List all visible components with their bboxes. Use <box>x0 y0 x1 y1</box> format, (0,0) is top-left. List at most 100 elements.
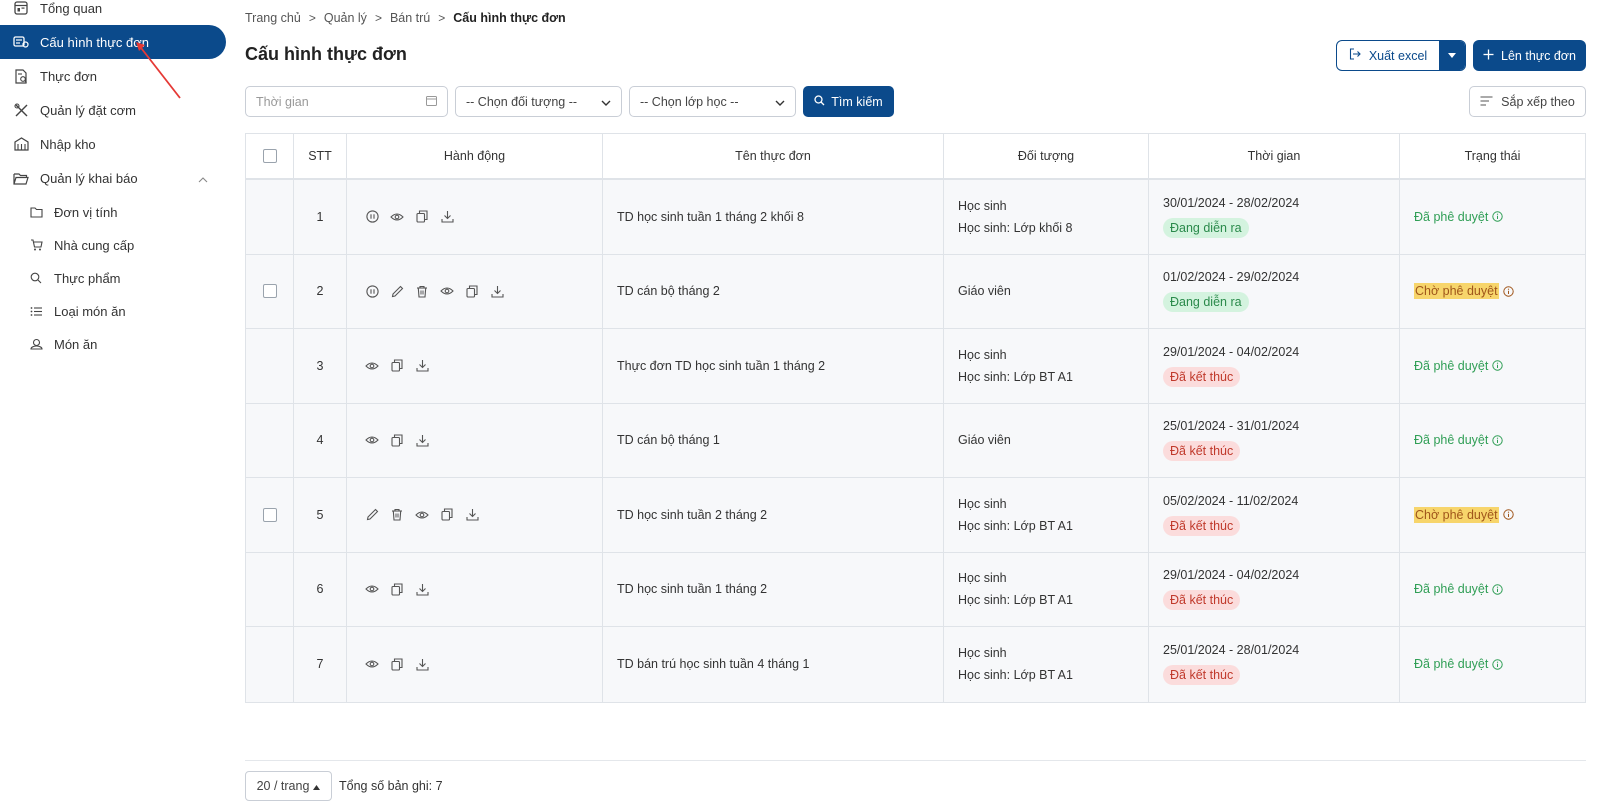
eye-icon[interactable] <box>440 284 454 298</box>
info-icon[interactable] <box>1492 360 1504 371</box>
row-object: Học sinh Học sinh: Lớp BT A1 <box>944 329 1149 403</box>
export-dropdown-toggle[interactable] <box>1439 41 1465 70</box>
sidebar-item-warehouse[interactable]: Nhập kho <box>0 127 226 161</box>
row-object-line: Học sinh: Lớp BT A1 <box>958 668 1073 683</box>
time-range-input[interactable]: Thời gian <box>245 86 448 117</box>
annotation-arrow-icon <box>136 42 181 99</box>
sidebar-item-meal-booking[interactable]: Quản lý đặt cơm <box>0 93 226 127</box>
select-all-checkbox[interactable] <box>262 149 277 163</box>
approval-status: Đã phê duyệt <box>1414 359 1504 373</box>
sidebar-item-foods[interactable]: Thực phẩm <box>0 261 226 295</box>
breadcrumb-home[interactable]: Trang chủ <box>245 11 301 25</box>
plus-icon <box>1483 49 1494 63</box>
sidebar-item-dishes[interactable]: Món ăn <box>0 327 226 361</box>
breadcrumb-boarding[interactable]: Bán trú <box>389 11 431 25</box>
copy-icon[interactable] <box>390 582 404 596</box>
table-header: STT Hành động Tên thực đơn Đối tượng Thờ… <box>246 134 1585 180</box>
approval-status: Đã phê duyệt <box>1414 582 1504 596</box>
row-object-line: Học sinh <box>958 347 1007 362</box>
row-checkbox[interactable] <box>262 284 277 299</box>
sidebar-item-label: Cấu hình thực đơn <box>40 34 150 50</box>
info-icon[interactable] <box>1492 584 1504 595</box>
eye-icon[interactable] <box>365 359 379 373</box>
chevron-right-icon: > <box>308 11 316 25</box>
eye-icon[interactable] <box>415 508 429 522</box>
download-icon[interactable] <box>415 657 429 671</box>
sidebar-item-menu[interactable]: Thực đơn <box>0 59 226 93</box>
info-icon[interactable] <box>1502 286 1514 297</box>
row-date-range: 29/01/2024 - 04/02/2024 <box>1163 344 1300 359</box>
approval-status: Đã phê duyệt <box>1414 657 1504 671</box>
row-object-line: Học sinh: Lớp BT A1 <box>958 518 1073 533</box>
search-button-label: Tìm kiếm <box>831 94 883 109</box>
breadcrumb-manage[interactable]: Quản lý <box>323 11 367 25</box>
edit-icon[interactable] <box>365 508 379 522</box>
eye-icon[interactable] <box>365 433 379 447</box>
sidebar-item-dish-types[interactable]: Loại món ăn <box>0 294 226 328</box>
row-object-line: Giáo viên <box>958 284 1011 299</box>
eye-icon[interactable] <box>365 657 379 671</box>
class-select[interactable]: -- Chọn lớp học -- <box>629 86 796 117</box>
sidebar-item-overview[interactable]: Tổng quan <box>0 0 226 25</box>
download-icon[interactable] <box>465 508 479 522</box>
info-icon[interactable] <box>1502 509 1514 520</box>
sort-button[interactable]: Sắp xếp theo <box>1469 86 1586 117</box>
chevron-up-icon[interactable] <box>198 171 208 186</box>
approval-status-text: Đã phê duyệt <box>1414 433 1489 448</box>
row-actions <box>347 403 603 477</box>
download-icon[interactable] <box>440 210 454 224</box>
sidebar-item-label: Đơn vị tính <box>54 204 118 220</box>
object-select[interactable]: -- Chọn đối tượng -- <box>455 86 622 117</box>
sidebar-item-menu-config[interactable]: Cấu hình thực đơn <box>0 25 226 59</box>
row-select-cell <box>246 254 294 328</box>
header-menu-name: Tên thực đơn <box>603 134 944 178</box>
copy-icon[interactable] <box>415 210 429 224</box>
info-icon[interactable] <box>1492 659 1504 670</box>
status-badge: Đang diễn ra <box>1163 217 1249 238</box>
sidebar-item-units[interactable]: Đơn vị tính <box>0 195 226 229</box>
trash-icon[interactable] <box>415 284 429 298</box>
sidebar-item-label: Nhập kho <box>40 136 96 152</box>
approval-status: Chờ phê duyệt <box>1414 283 1514 300</box>
approval-status-text: Chờ phê duyệt <box>1414 506 1499 523</box>
export-excel-button[interactable]: Xuất excel <box>1337 41 1439 70</box>
status-badge: Đang diễn ra <box>1163 292 1249 313</box>
copy-icon[interactable] <box>390 657 404 671</box>
trash-icon[interactable] <box>390 508 404 522</box>
sidebar-item-declarations[interactable]: Quản lý khai báo <box>0 161 226 195</box>
folder-icon <box>28 204 44 220</box>
pause-icon[interactable] <box>365 284 379 298</box>
caret-down-icon <box>1448 53 1456 58</box>
create-menu-label: Lên thực đơn <box>1501 48 1576 63</box>
edit-icon[interactable] <box>390 284 404 298</box>
copy-icon[interactable] <box>390 433 404 447</box>
download-icon[interactable] <box>490 284 504 298</box>
info-icon[interactable] <box>1492 435 1504 446</box>
create-menu-button[interactable]: Lên thực đơn <box>1473 40 1586 71</box>
search-button[interactable]: Tìm kiếm <box>803 86 894 117</box>
table-row: 3 Thực đơn TD học sinh tuần 1 tháng 2 Học … <box>246 329 1585 404</box>
download-icon[interactable] <box>415 359 429 373</box>
row-object: Giáo viên <box>944 403 1149 477</box>
copy-icon[interactable] <box>390 359 404 373</box>
copy-icon[interactable] <box>465 284 479 298</box>
class-select-value: -- Chọn lớp học -- <box>640 94 739 109</box>
sort-button-label: Sắp xếp theo <box>1501 94 1575 109</box>
breadcrumb: Trang chủ > Quản lý > Bán trú > Cấu hình… <box>245 11 566 25</box>
download-icon[interactable] <box>415 582 429 596</box>
page-size-select[interactable]: 20 / trang <box>245 771 332 801</box>
pause-icon[interactable] <box>365 210 379 224</box>
row-date-range: 30/01/2024 - 28/02/2024 <box>1163 195 1300 210</box>
export-excel-label: Xuất excel <box>1368 48 1428 63</box>
eye-icon[interactable] <box>365 582 379 596</box>
sidebar-item-label: Món ăn <box>54 336 98 352</box>
sidebar-item-suppliers[interactable]: Nhà cung cấp <box>0 228 226 262</box>
download-icon[interactable] <box>415 433 429 447</box>
eye-icon[interactable] <box>390 210 404 224</box>
row-checkbox[interactable] <box>262 507 277 522</box>
info-icon[interactable] <box>1492 211 1504 222</box>
approval-status: Đã phê duyệt <box>1414 433 1504 448</box>
row-menu-name: TD cán bộ tháng 1 <box>603 403 944 477</box>
copy-icon[interactable] <box>440 508 454 522</box>
cart-icon <box>28 237 44 253</box>
